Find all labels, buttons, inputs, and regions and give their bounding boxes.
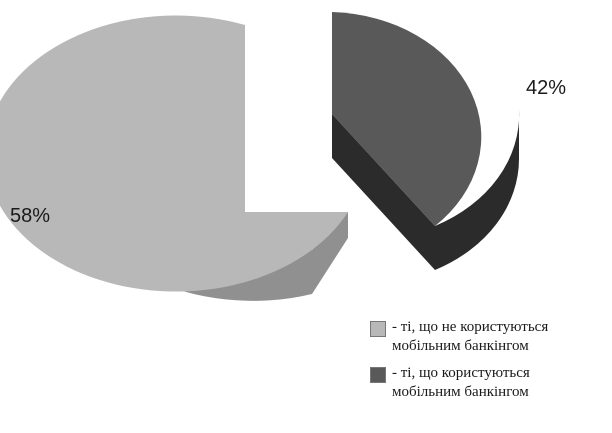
legend-swatch-nonusers <box>370 321 386 337</box>
slice-top-users <box>332 12 482 226</box>
legend-label-line2: мобільним банкінгом <box>392 384 529 400</box>
legend-item-users: - ті, що користуються мобільним банкінго… <box>370 364 610 402</box>
legend: - ті, що не користуються мобільним банкі… <box>370 318 610 410</box>
legend-swatch-users <box>370 367 386 383</box>
legend-label-line1: - ті, що не користуються <box>392 319 549 335</box>
slice-label-users: 42% <box>526 77 566 99</box>
legend-item-nonusers: - ті, що не користуються мобільним банкі… <box>370 318 610 356</box>
legend-label-line1: - ті, що користуються <box>392 365 530 381</box>
slice-side-users <box>332 110 520 270</box>
slice-top-nonusers <box>0 15 348 292</box>
slice-label-nonusers: 58% <box>10 205 50 227</box>
legend-label-line2: мобільним банкінгом <box>392 338 529 354</box>
